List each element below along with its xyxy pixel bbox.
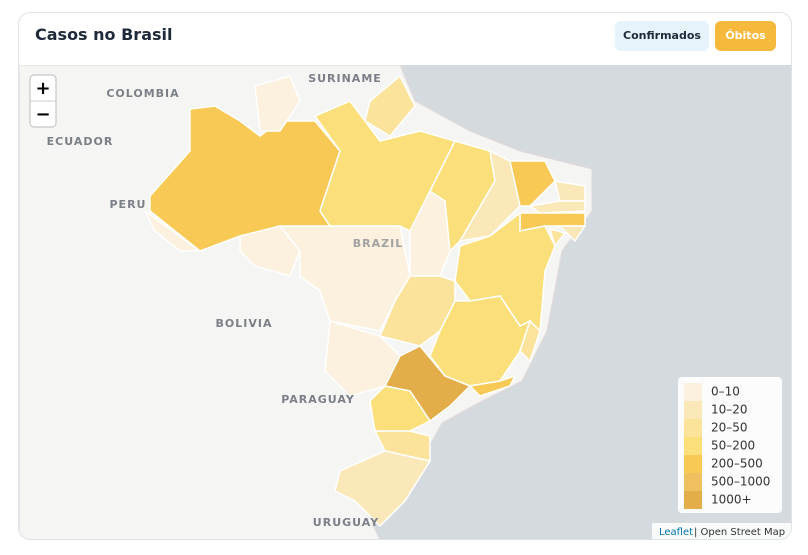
state[interactable]: [144, 210, 203, 252]
attribution-link[interactable]: Leaflet: [659, 527, 693, 538]
legend-swatch: [684, 401, 702, 419]
zoom-control: + −: [29, 74, 57, 128]
state[interactable]: [254, 75, 301, 132]
country-label: ECUADOR: [47, 135, 114, 148]
attribution-box: [652, 523, 791, 539]
legend-swatch: [684, 419, 702, 437]
legend-swatch: [684, 437, 702, 455]
state[interactable]: [528, 200, 586, 214]
legend-box: [678, 377, 782, 513]
legend-swatch: [684, 491, 702, 509]
legend-label: 200–500: [711, 457, 763, 471]
attribution-text: | Open Street Map: [694, 527, 785, 538]
legend-swatch: [684, 473, 702, 491]
country-label: COLOMBIA: [106, 87, 179, 100]
state[interactable]: [373, 430, 431, 462]
country-label: BOLIVIA: [216, 317, 273, 330]
legend-swatch: [684, 455, 702, 473]
country-label: PERU: [110, 198, 147, 211]
legend-label: 0–10: [711, 385, 740, 399]
button-obitos[interactable]: Óbitos: [715, 21, 776, 51]
state[interactable]: [509, 160, 556, 207]
title: Casos no Brasil: [35, 25, 173, 44]
legend-label: 500–1000: [711, 475, 770, 489]
state[interactable]: [334, 450, 432, 528]
legend-label: 20–50: [711, 421, 748, 435]
map[interactable]: COLOMBIA SURINAME ECUADOR PERU BOLIVIA PARAGU…: [19, 65, 791, 540]
legend-label: 10–20: [711, 403, 748, 417]
legend-label: 50–200: [711, 439, 755, 453]
country-label: SURINAME: [308, 72, 382, 85]
state[interactable]: [519, 319, 541, 363]
legend-swatch: [684, 383, 702, 401]
zoom-out[interactable]: −: [35, 104, 50, 125]
card: Casos no Brasil Confirmados Óbitos: [18, 12, 792, 540]
state[interactable]: [558, 225, 587, 243]
country-label: BRAZIL: [353, 237, 403, 250]
state[interactable]: [149, 105, 341, 252]
legend-label: 1000+: [711, 493, 752, 507]
state[interactable]: [548, 227, 567, 248]
zoom-in[interactable]: +: [35, 78, 50, 99]
country-label: PARAGUAY: [281, 393, 355, 406]
state[interactable]: [364, 74, 416, 137]
button-confirmados[interactable]: Confirmados: [615, 21, 709, 51]
country-label: URUGUAY: [313, 516, 379, 529]
state[interactable]: [468, 374, 517, 397]
state[interactable]: [278, 225, 411, 332]
legend: 0–10 10–20 20–50 50–200 200–500 500–1000 1000+: [678, 377, 782, 513]
